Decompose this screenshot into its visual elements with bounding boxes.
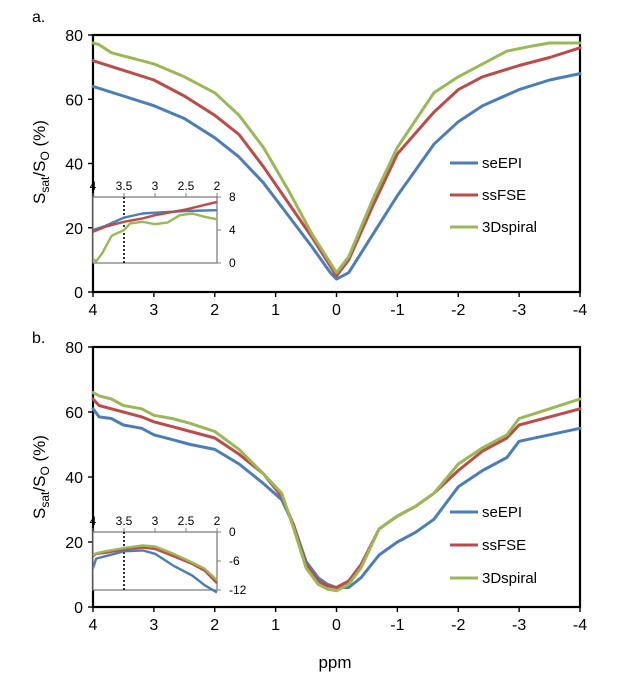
y-tick-label: 80 <box>65 340 83 357</box>
inset-x-tick-label: 3 <box>152 179 159 193</box>
inset-x-tick-label: 2 <box>214 179 221 193</box>
x-tick-label: 4 <box>89 302 98 319</box>
x-tick-label: 4 <box>89 617 98 634</box>
x-tick-label: 1 <box>271 617 280 634</box>
inset-x-tick-label: 3.5 <box>116 514 133 528</box>
inset-x-tick-label: 3.5 <box>116 179 133 193</box>
y-axis-label-part: sat <box>38 176 52 193</box>
panel-label: b. <box>32 330 45 347</box>
x-tick-label: -1 <box>390 617 404 634</box>
inset-x-tick-label: 2 <box>214 514 221 528</box>
x-tick-label: -2 <box>451 302 465 319</box>
x-tick-label: 0 <box>332 302 341 319</box>
series-line-3Dspiral <box>91 391 582 593</box>
y-axis-label-part: /S <box>30 476 49 492</box>
y-axis-label-part: O <box>38 466 52 475</box>
y-tick-label: 40 <box>65 157 83 174</box>
inset-y-tick-label: 0 <box>229 525 236 539</box>
inset-y-tick-label: -12 <box>229 583 247 597</box>
x-tick-label: -4 <box>573 617 587 634</box>
inset-chart: 4 3.5 3 2.5 2 0 4 8 <box>90 179 236 270</box>
inset-y-tick-label: 4 <box>229 223 236 237</box>
legend-entry-3Dspiral: 3Dspiral <box>482 219 537 236</box>
y-tick-label: 60 <box>65 92 83 109</box>
series-line-ssFSE <box>91 397 582 589</box>
y-axis-label-part: S <box>30 508 49 519</box>
x-tick-label: 3 <box>149 302 158 319</box>
y-tick-label: 80 <box>65 28 83 45</box>
inset-x-tick-label: 2.5 <box>178 179 195 193</box>
y-axis-label-part: O <box>38 151 52 160</box>
inset-x-tick-label: 2.5 <box>178 514 195 528</box>
legend-entry-ssFSE: ssFSE <box>482 537 526 554</box>
panel-label: a. <box>32 9 45 26</box>
y-axis-label: Ssat/SO (%) <box>30 435 52 519</box>
x-axis-label: ppm <box>318 653 351 672</box>
legend-entry-seEPI: seEPI <box>482 155 522 172</box>
series-line-seEPI <box>91 72 582 281</box>
inset-series-line-ssFSE <box>92 200 218 233</box>
inset-series-line-3Dspiral <box>92 212 218 263</box>
x-tick-label: 3 <box>149 617 158 634</box>
legend-entry-ssFSE: ssFSE <box>482 187 526 204</box>
y-tick-label: 20 <box>65 535 83 552</box>
y-tick-label: 20 <box>65 221 83 238</box>
y-axis-label-part: (%) <box>30 435 49 466</box>
y-axis-label-part: (%) <box>30 120 49 151</box>
x-tick-label: -3 <box>512 617 526 634</box>
series-line-3Dspiral <box>91 41 582 275</box>
y-axis-label-part: S <box>30 193 49 204</box>
y-axis-label-part: sat <box>38 491 52 508</box>
inset-series-line-3Dspiral <box>92 544 218 582</box>
x-tick-label: 0 <box>332 617 341 634</box>
inset-series-line-seEPI <box>91 549 218 594</box>
legend-entry-3Dspiral: 3Dspiral <box>482 570 537 587</box>
y-tick-label: 60 <box>65 405 83 422</box>
inset-y-tick-label: -6 <box>229 554 240 568</box>
y-tick-label: 0 <box>74 285 83 302</box>
inset-x-tick-label: 3 <box>152 514 159 528</box>
x-tick-label: 2 <box>210 302 219 319</box>
x-tick-label: 1 <box>271 302 280 319</box>
y-axis-label-part: /S <box>30 161 49 177</box>
inset-frame <box>92 531 218 591</box>
x-tick-label: -2 <box>451 617 465 634</box>
y-tick-label: 0 <box>74 600 83 617</box>
x-tick-label: 2 <box>210 617 219 634</box>
inset-y-tick-label: 8 <box>229 190 236 204</box>
y-tick-label: 40 <box>65 470 83 487</box>
inset-y-tick-label: 0 <box>229 256 236 270</box>
inset-x-tick-label: 4 <box>90 179 97 193</box>
inset-x-tick-label: 4 <box>90 514 97 528</box>
legend-entry-seEPI: seEPI <box>482 504 522 521</box>
x-tick-label: -3 <box>512 302 526 319</box>
series-line-ssFSE <box>91 46 582 278</box>
x-tick-label: -4 <box>573 302 587 319</box>
series-line-seEPI <box>91 407 582 589</box>
inset-chart: 4 3.5 3 2.5 20 -6 -12 <box>90 514 247 597</box>
y-axis-label: Ssat/SO (%) <box>30 120 52 204</box>
x-tick-label: -1 <box>390 302 404 319</box>
